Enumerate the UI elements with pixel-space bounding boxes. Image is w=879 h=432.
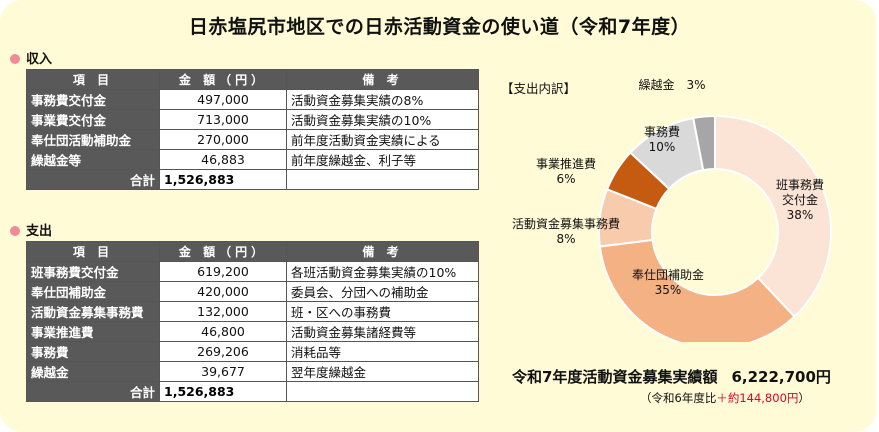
expense-heading: 支出 [10, 220, 52, 239]
row-item: 活動資金募集事務費 [26, 301, 160, 322]
table-row: 活動資金募集事務費 132,000 班・区への事務費 [26, 301, 479, 322]
total-amount: 1,526,883 [159, 169, 287, 190]
slice-label: 事務費 10% [644, 125, 680, 155]
total-note-empty [286, 169, 479, 190]
row-item: 繰越金等 [26, 149, 160, 170]
table-row: 繰越金等 46,883 前年度繰越金、利子等 [26, 149, 479, 170]
slice-label-value: 35% [654, 283, 682, 297]
slice-label-value: 8% [556, 232, 576, 246]
slice-label-value: 10% [648, 140, 676, 154]
year-comparison: （令和6年度比＋約144,800円） [640, 390, 810, 406]
slice-label-value: 38% [786, 208, 814, 222]
slice-label-value: 6% [556, 172, 576, 186]
table-row: 事業推進費 46,800 活動資金募集諸経費等 [26, 321, 479, 342]
bullet-dot-icon [10, 226, 20, 236]
row-item: 奉仕団活動補助金 [26, 129, 160, 150]
table-row: 繰越金 39,677 翌年度繰越金 [26, 361, 479, 382]
total-note-empty [286, 381, 479, 402]
row-note: 各班活動資金募集実績の10% [286, 261, 479, 282]
row-note: 班・区への事務費 [286, 301, 479, 322]
column-header-item: 項 目 [26, 69, 160, 90]
row-note: 活動資金募集実績の10% [286, 109, 479, 130]
slice-label-name: 交付金 [781, 193, 819, 207]
slice-label: 事業推進費 6% [536, 157, 596, 187]
fundraising-total: 令和7年度活動資金募集実績額 6,222,700円 [512, 366, 831, 387]
slice-label-name: 繰越金 3% [638, 78, 706, 92]
row-amount: 420,000 [159, 281, 287, 302]
row-item: 奉仕団補助金 [26, 281, 160, 302]
total-label: 合計 [26, 381, 160, 402]
row-note: 活動資金募集諸経費等 [286, 321, 479, 342]
row-item: 事務費交付金 [26, 89, 160, 110]
donut-slice [714, 114, 832, 318]
expense-table: 項 目 金 額（円） 備 考 班事務費交付金 619,200 各班活動資金募集実… [26, 241, 479, 402]
slice-label: 活動資金募集事務費 8% [512, 217, 620, 247]
table-row: 奉仕団補助金 420,000 委員会、分団への補助金 [26, 281, 479, 302]
total-row: 合計 1,526,883 [26, 169, 479, 190]
total-amount: 1,526,883 [159, 381, 287, 402]
slice-label-name: 奉仕団補助金 [631, 268, 705, 282]
row-note: 翌年度繰越金 [286, 361, 479, 382]
row-amount: 46,883 [159, 149, 287, 170]
row-note: 活動資金募集実績の8% [286, 89, 479, 110]
row-note: 前年度繰越金、利子等 [286, 149, 479, 170]
row-amount: 619,200 [159, 261, 287, 282]
comparison-increase: ＋約144,800円 [716, 391, 799, 405]
row-note: 委員会、分団への補助金 [286, 281, 479, 302]
bullet-dot-icon [10, 54, 20, 64]
row-item: 繰越金 [26, 361, 160, 382]
donut-slice [598, 238, 796, 342]
slice-label-name: 事務費 [643, 125, 681, 139]
row-note: 前年度活動資金実績による [286, 129, 479, 150]
column-header-item: 項 目 [26, 241, 160, 262]
table-row: 事務費 269,206 消耗品等 [26, 341, 479, 362]
comparison-suffix: ） [798, 391, 810, 405]
total-label: 合計 [26, 169, 160, 190]
income-header-row: 項 目 金 額（円） 備 考 [26, 69, 479, 90]
table-row: 班事務費交付金 619,200 各班活動資金募集実績の10% [26, 261, 479, 282]
row-amount: 132,000 [159, 301, 287, 322]
row-amount: 39,677 [159, 361, 287, 382]
row-item: 事業費交付金 [26, 109, 160, 130]
income-heading: 収入 [10, 48, 52, 67]
row-item: 班事務費交付金 [26, 261, 160, 282]
row-item: 事務費 [26, 341, 160, 362]
row-amount: 46,800 [159, 321, 287, 342]
expense-donut-chart [598, 114, 832, 342]
slice-label-name: 活動資金募集事務費 [511, 217, 621, 231]
row-note: 消耗品等 [286, 341, 479, 362]
table-row: 事務費交付金 497,000 活動資金募集実績の8% [26, 89, 479, 110]
slice-label: 奉仕団補助金 35% [632, 268, 704, 298]
chart-title: 【支出内訳】 [501, 81, 577, 96]
expense-heading-label: 支出 [26, 224, 53, 239]
slice-label-name: 班事務費 [775, 178, 825, 192]
expense-header-row: 項 目 金 額（円） 備 考 [26, 241, 479, 262]
row-amount: 497,000 [159, 89, 287, 110]
table-row: 事業費交付金 713,000 活動資金募集実績の10% [26, 109, 479, 130]
table-row: 奉仕団活動補助金 270,000 前年度活動資金実績による [26, 129, 479, 150]
slice-label-name: 事業推進費 [535, 157, 597, 171]
donut-slice [692, 114, 716, 172]
row-item: 事業推進費 [26, 321, 160, 342]
slice-label: 繰越金 3% [638, 78, 705, 93]
row-amount: 713,000 [159, 109, 287, 130]
row-amount: 269,206 [159, 341, 287, 362]
column-header-amount: 金 額（円） [159, 241, 287, 262]
page-title: 日赤塩尻市地区での日赤活動資金の使い道（令和7年度） [188, 16, 691, 38]
fundraising-total-label: 令和7年度活動資金募集実績額 [512, 368, 718, 386]
comparison-prefix: （令和6年度比 [640, 391, 717, 405]
row-amount: 270,000 [159, 129, 287, 150]
income-table: 項 目 金 額（円） 備 考 事務費交付金 497,000 活動資金募集実績の8… [26, 69, 479, 190]
column-header-amount: 金 額（円） [159, 69, 287, 90]
slice-label: 班事務費 交付金 38% [776, 178, 824, 223]
income-heading-label: 収入 [26, 52, 53, 67]
fundraising-total-value: 6,222,700円 [731, 368, 831, 386]
column-header-note: 備 考 [286, 69, 479, 90]
total-row: 合計 1,526,883 [26, 381, 479, 402]
column-header-note: 備 考 [286, 241, 479, 262]
